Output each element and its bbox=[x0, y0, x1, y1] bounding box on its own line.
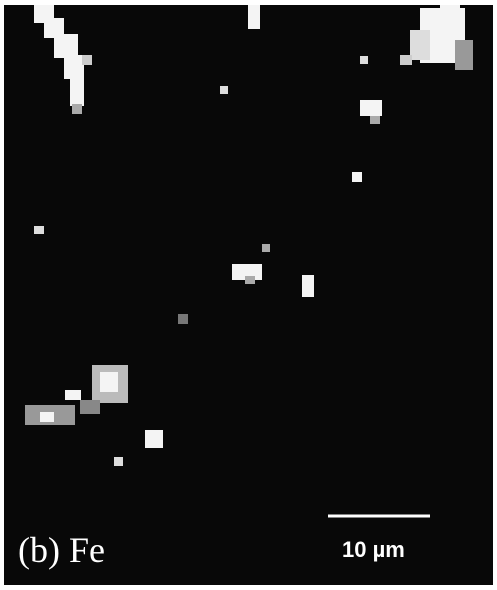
scale-label: 10 µm bbox=[342, 537, 405, 562]
micrograph: (b) Fe 10 µm bbox=[0, 0, 497, 590]
panel-label: (b) Fe bbox=[18, 530, 105, 570]
